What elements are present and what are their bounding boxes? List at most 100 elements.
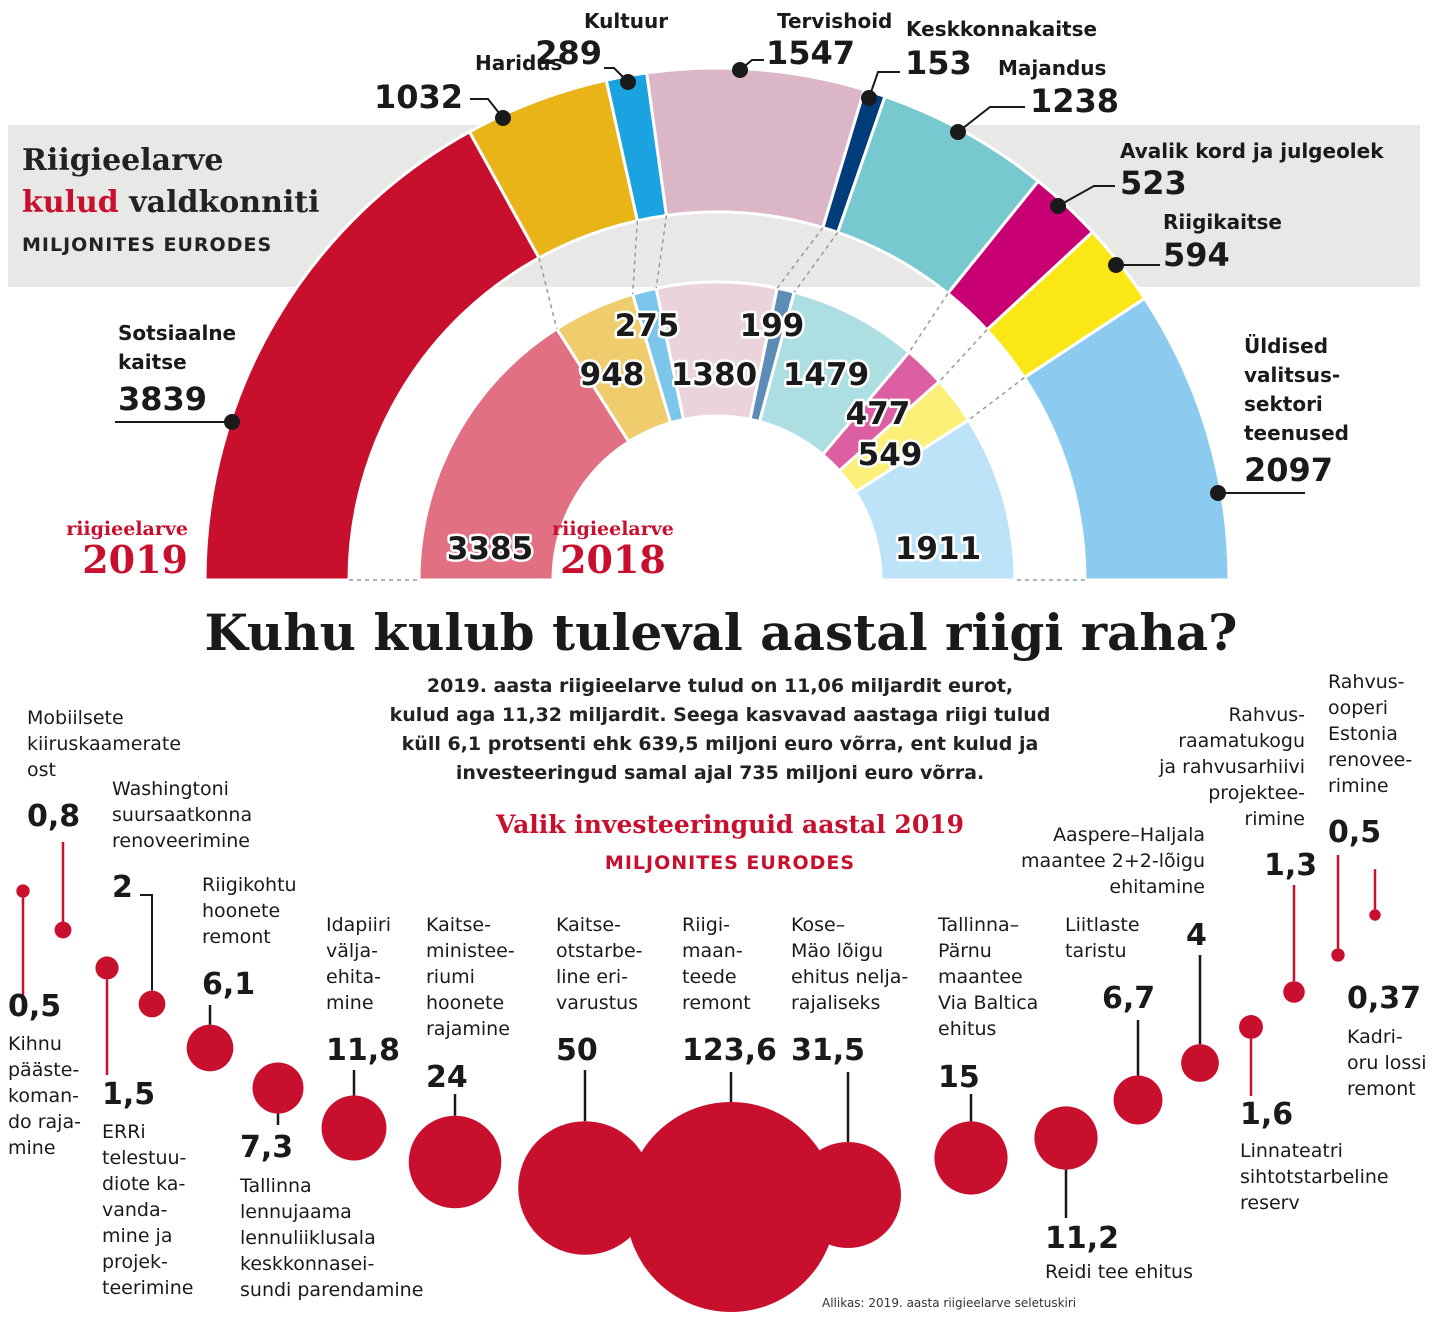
chart2-title: Valik investeeringuid aastal 2019 [495,810,965,839]
bubble-name-2: vanda- [102,1199,168,1221]
bubble-name-6: Idapiiri [326,914,391,936]
label-name-majandus: Majandus [998,56,1106,80]
bubble-name-11: ehitus [938,1018,996,1040]
title-rest: valdkonniti [129,185,320,220]
bubble-name-15: Linnateatri [1240,1140,1343,1162]
value-2019-riigikaitse: 594 [1163,236,1230,274]
bubble-value-0: 0,5 [8,989,61,1024]
bubble-value-11: 15 [938,1060,980,1095]
bubble-name-5: lennujaama [240,1201,352,1223]
bubble-name-9: teede [682,966,737,988]
bubble-name-6: välja- [326,940,378,962]
leader-2019-avalik [1057,185,1115,207]
bubble-4 [186,1024,234,1072]
intro-line-4: investeeringud samal ajal 735 miljoni eu… [455,762,985,784]
bubble-name-10: rajaliseks [791,992,880,1014]
bubble-value-8: 50 [556,1033,598,1068]
value-2018-tervishoid: 1380 [671,357,757,393]
label-name-haridus: Haridus [475,51,562,75]
bubble-name-6: ehita- [326,966,381,988]
bubble-name-11: Pärnu [938,940,992,962]
bubble-name-8: otstarbe- [556,940,642,962]
bubble-11 [934,1121,1008,1195]
bubble-name-0: mine [8,1137,56,1159]
bubble-name-3: suursaatkonna [112,804,252,826]
intro-line-1: 2019. aasta riigieelarve tulud on 11,06 … [426,675,1014,697]
bubble-name-14: maantee 2+2-lõigu [1021,850,1205,872]
bubble-name-5: Tallinna [239,1175,312,1197]
year-2019-number: 2019 [82,537,188,582]
bubble-name-2: telestuu- [102,1147,186,1169]
value-2018-majandus: 1479 [783,357,869,393]
bubble-value-15: 1,6 [1240,1097,1293,1132]
bubble-name-10: Mäo lõigu [791,940,883,962]
bubble-name-2: diote ka- [102,1173,185,1195]
label-name-kultuur: Kultuur [584,9,668,33]
bubble-stem-3 [140,894,153,991]
bubble-name-11: maantee [938,966,1023,988]
bubble-name-7: Kaitse- [426,914,491,936]
bubble-name-5: sundi parendamine [240,1279,423,1301]
label-name-keskkond: Keskkonnakaitse [906,17,1097,41]
value-2019-kultuur: 289 [535,34,602,72]
bubble-name-18: Kadri- [1347,1026,1403,1048]
bubble-name-5: keskkonnasei- [240,1253,374,1275]
bubble-3 [138,990,166,1018]
arc-2019-uldised [1022,296,1231,582]
value-2019-haridus: 1032 [374,78,463,116]
bubble-name-0: Kihnu [8,1033,62,1055]
bubble-name-16: raamatukogu [1178,730,1305,752]
bubble-value-10: 31,5 [791,1033,865,1068]
bubble-7 [408,1115,502,1209]
bubble-name-16: ja rahvusarhiivi [1158,756,1305,778]
value-2019-sotsiaalne: 3839 [118,380,207,418]
bubble-value-14: 4 [1186,918,1207,953]
value-2019-keskkond: 153 [905,44,972,82]
bubble-name-16: projektee- [1208,782,1305,804]
bubble-name-14: ehitamine [1109,876,1205,898]
leader-dot-2019-sotsiaalne [224,414,240,430]
bubble-12 [1034,1106,1098,1170]
ring-connector-7 [938,329,988,383]
year-label-2019: riigieelarve 2019 [60,518,188,580]
bubble-value-1: 0,8 [27,799,80,834]
leader-dot-2019-riigikaitse [1108,257,1124,273]
label-name-uldised: Üldised [1244,334,1328,358]
bubble-name-7: hoonete [426,992,504,1014]
bubble-name-8: line eri- [556,966,628,988]
arc-2018-sotsiaalne [417,326,631,582]
leader-2019-haridus [470,98,504,119]
label-name-sotsiaalne: Sotsiaalne [118,321,236,345]
label-name-riigikaitse: Riigikaitse [1163,210,1282,234]
bubble-name-8: varustus [556,992,638,1014]
bubble-name-4: hoonete [202,900,280,922]
bubble-8 [518,1121,652,1255]
bubble-name-16: rimine [1244,808,1305,830]
bubble-17 [1331,948,1345,962]
leader-dot-2019-avalik [1050,198,1066,214]
bubble-name-17: Rahvus- [1328,671,1405,693]
intro-line-3: küll 6,1 protsenti ehk 639,5 miljoni eur… [401,733,1039,755]
bubble-name-7: rajamine [426,1018,510,1040]
bubble-name-0: do raja- [8,1111,81,1133]
bubble-2 [95,956,119,980]
value-2018-riigikaitse: 549 [858,437,923,473]
label-name-sotsiaalne: kaitse [118,350,187,374]
bubble-name-6: mine [326,992,374,1014]
bubble-name-10: Kose– [791,914,845,936]
bubble-1 [54,921,72,939]
bubble-name-2: ERRi [102,1121,146,1143]
bubble-16 [1283,981,1305,1003]
label-name-uldised: valitsus- [1244,363,1340,387]
intro-line-2: kulud aga 11,32 miljardit. Seega kasvava… [389,704,1051,726]
intro-text: 2019. aasta riigieelarve tulud on 11,06 … [380,672,1060,788]
bubble-name-17: renovee- [1328,749,1412,771]
bubble-name-10: ehitus nelja- [791,966,908,988]
bubble-name-1: kiiruskaamerate [27,733,181,755]
bubble-name-4: Riigikohtu [202,874,297,896]
bubble-name-14: Aaspere–Haljala [1053,824,1205,846]
bubble-name-7: riumi [426,966,475,988]
leader-dot-2019-tervishoid [732,62,748,78]
bubble-name-0: pääste- [8,1059,79,1081]
